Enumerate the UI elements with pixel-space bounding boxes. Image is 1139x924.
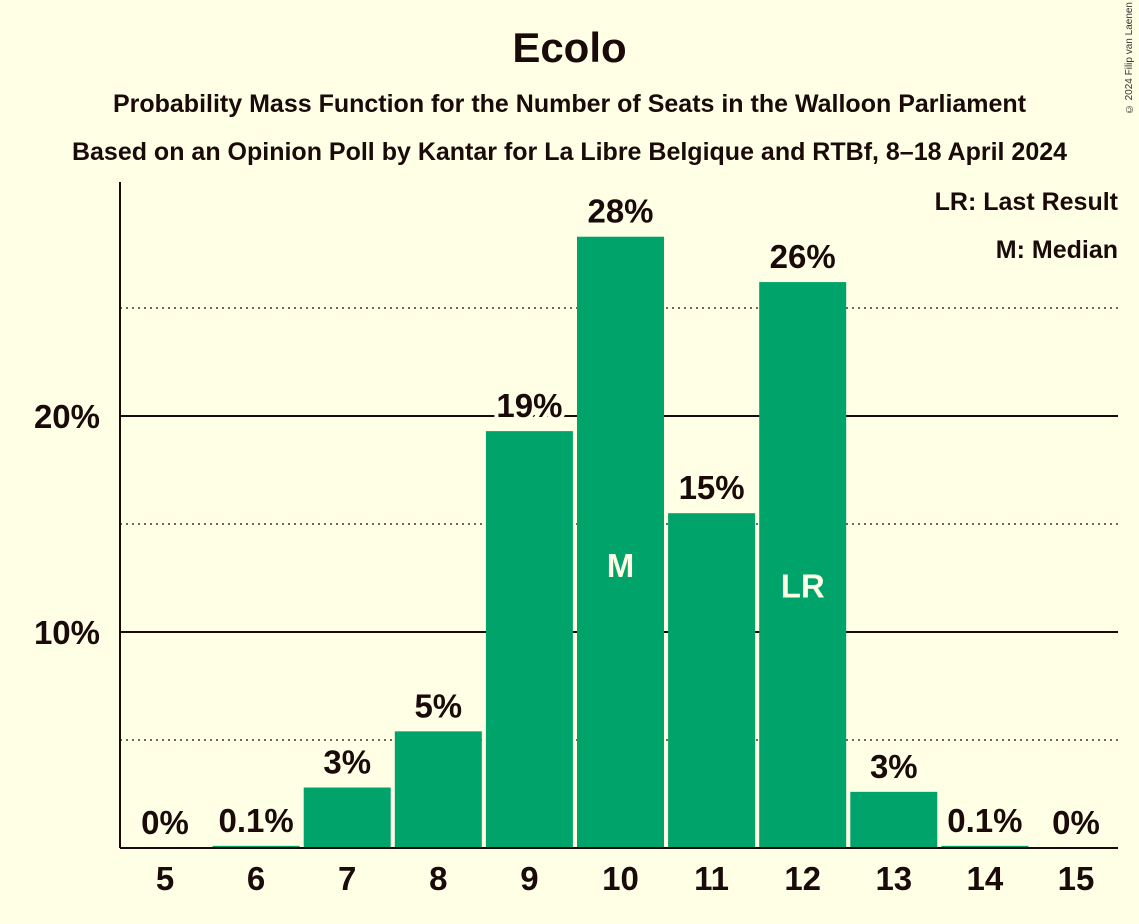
bar-value-label: 0.1% — [947, 802, 1022, 839]
chart-title: Ecolo — [512, 24, 627, 71]
bar-value-label: 26% — [770, 238, 836, 275]
x-tick-label: 5 — [156, 860, 174, 897]
chart-subtitle: Probability Mass Function for the Number… — [112, 90, 1027, 118]
bar-value-label: 0.1% — [218, 802, 293, 839]
bar-value-label: 3% — [870, 748, 918, 785]
chart-source-line: Based on an Opinion Poll by Kantar for L… — [71, 138, 1068, 166]
x-tick-label: 8 — [429, 860, 447, 897]
bar — [941, 845, 1029, 848]
y-tick-label: 20% — [34, 398, 100, 435]
x-tick-label: 7 — [338, 860, 356, 897]
bar-value-label: 0% — [1052, 804, 1100, 841]
bar — [303, 787, 391, 848]
bar — [485, 431, 573, 848]
x-tick-label: 12 — [784, 860, 821, 897]
x-tick-label: 10 — [602, 860, 639, 897]
bar — [577, 236, 664, 849]
bar-marker-label: M — [607, 547, 635, 584]
bar-value-label: 28% — [587, 193, 653, 230]
bar — [394, 731, 482, 848]
legend-median: M: Median — [996, 236, 1118, 264]
bar-value-label: 0% — [141, 804, 189, 841]
bar — [668, 513, 756, 848]
x-tick-label: 13 — [875, 860, 912, 897]
bar-marker-label: LR — [781, 567, 825, 604]
bar — [759, 282, 847, 849]
x-tick-label: 6 — [247, 860, 265, 897]
bar-value-label: 3% — [323, 744, 371, 781]
x-tick-label: 14 — [967, 860, 1004, 897]
bar — [850, 791, 938, 848]
y-tick-label: 10% — [34, 614, 100, 651]
x-tick-label: 9 — [520, 860, 538, 897]
bar-value-label: 15% — [679, 469, 745, 506]
x-tick-label: 11 — [694, 860, 729, 897]
bar-value-label: 5% — [414, 687, 462, 724]
x-tick-label: 15 — [1058, 860, 1095, 897]
legend-last-result: LR: Last Result — [935, 188, 1119, 216]
bar-value-label: 19% — [496, 387, 562, 424]
bar — [212, 845, 300, 848]
